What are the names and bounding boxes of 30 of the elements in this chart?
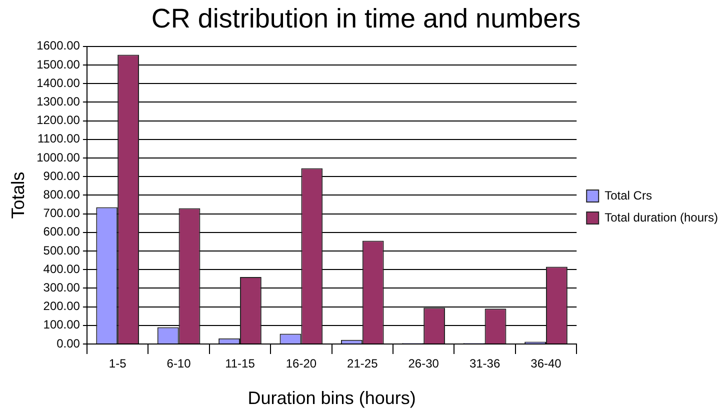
legend-label: Total duration (hours) bbox=[604, 210, 718, 224]
y-tick-label: 800.00 bbox=[43, 188, 80, 202]
x-tick-label: 21-25 bbox=[347, 356, 378, 371]
y-tick-label: 200.00 bbox=[43, 299, 80, 314]
y-tick-label: 300.00 bbox=[43, 280, 80, 295]
y-tick-label: 100.00 bbox=[43, 318, 80, 332]
x-tick-label: 31-36 bbox=[469, 356, 500, 371]
x-tick-label: 11-15 bbox=[225, 356, 256, 371]
x-tick-label: 6-10 bbox=[166, 356, 192, 371]
x-axis-title: Duration bins (hours) bbox=[248, 388, 416, 408]
y-tick-label: 1000.00 bbox=[36, 150, 80, 164]
y-tick-label: 500.00 bbox=[43, 243, 80, 258]
y-tick-label: 900.00 bbox=[43, 168, 80, 183]
legend-label: Total Crs bbox=[604, 188, 652, 202]
y-tick-label: 700.00 bbox=[43, 206, 80, 220]
y-tick-label: 1600.00 bbox=[36, 38, 80, 53]
x-tick-label: 1-5 bbox=[108, 356, 127, 371]
y-tick-label: 1100.00 bbox=[37, 132, 80, 146]
y-tick-label: 400.00 bbox=[43, 262, 80, 276]
x-tick-label: 26-30 bbox=[408, 356, 440, 371]
x-tick-label: 36-40 bbox=[530, 356, 562, 371]
y-tick-label: 1200.00 bbox=[36, 113, 80, 128]
y-tick-label: 1300.00 bbox=[36, 94, 80, 109]
chart-title: CR distribution in time and numbers bbox=[151, 4, 581, 34]
y-tick-label: 1400.00 bbox=[36, 76, 80, 90]
y-tick-label: 600.00 bbox=[43, 224, 80, 239]
y-tick-label: 1500.00 bbox=[36, 57, 80, 72]
x-tick-label: 16-20 bbox=[286, 356, 317, 371]
y-tick-label: 0.00 bbox=[56, 336, 80, 350]
y-axis-title: Totals bbox=[8, 172, 28, 219]
